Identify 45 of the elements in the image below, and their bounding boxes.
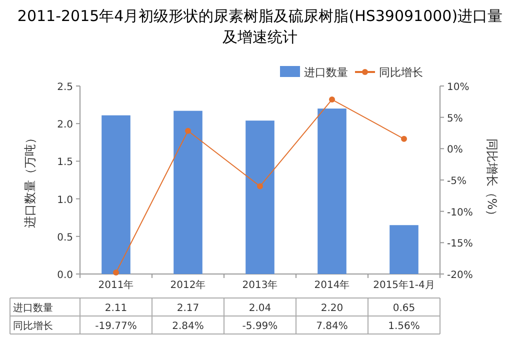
point <box>185 128 191 134</box>
y2-tick-label: 0% <box>447 144 463 156</box>
y-tick-label: 2.5 <box>57 82 73 93</box>
x-tick-label: 2013年 <box>242 279 278 291</box>
y-tick-label: 0.5 <box>57 232 73 244</box>
chart-title: 2011-2015年4月初级形状的尿素树脂及硫尿树脂(HS39091000)进口量及增速统计 <box>16 6 504 48</box>
legend-label: 同比增长 <box>379 66 423 79</box>
data-label: 7.84% <box>316 321 348 332</box>
x-tick-label: 2012年 <box>170 279 206 291</box>
y2-tick-label: -5% <box>447 176 466 187</box>
y2-tick-label: -20% <box>447 270 473 281</box>
text: 进口数量 <box>13 303 53 314</box>
y2-axis-title: 同比增长（%） <box>485 138 499 222</box>
x-tick-label: 2011年 <box>98 279 134 291</box>
point <box>329 96 335 103</box>
data-label: 1.56% <box>388 321 420 332</box>
y2-tick-label: 5% <box>447 113 463 124</box>
x-tick-label: 2014年 <box>314 279 350 291</box>
y-tick-label: 1.0 <box>57 194 73 206</box>
y2-tick-label: 10% <box>447 82 470 93</box>
bar <box>390 225 418 274</box>
y-tick-label: 2.0 <box>57 120 73 131</box>
point <box>401 136 407 142</box>
y-tick-label: 0.0 <box>57 270 73 281</box>
bar <box>174 110 202 274</box>
y-axis-title: 进口数量（万吨） <box>23 132 37 228</box>
y2-tick-label: -15% <box>447 238 473 250</box>
data-label: 0.65 <box>392 303 416 314</box>
bar <box>318 108 346 274</box>
data-label: 2.11 <box>104 303 128 314</box>
bar <box>102 115 130 274</box>
text: 同比增长 <box>13 321 53 332</box>
legend-label: 进口数量 <box>304 66 348 79</box>
point <box>257 183 263 190</box>
x-tick-label: 2015年1-4月 <box>373 279 435 291</box>
data-label: 2.84% <box>172 321 204 332</box>
y-tick-label: 1.5 <box>57 157 73 168</box>
point <box>113 270 119 276</box>
bar <box>246 120 274 274</box>
data-label: -5.99% <box>242 321 278 332</box>
data-label: -19.77% <box>95 321 137 332</box>
data-label: 2.17 <box>176 303 200 314</box>
data-label: 2.04 <box>248 303 272 314</box>
y2-tick-label: -10% <box>447 207 473 218</box>
data-label: 2.20 <box>320 303 344 314</box>
